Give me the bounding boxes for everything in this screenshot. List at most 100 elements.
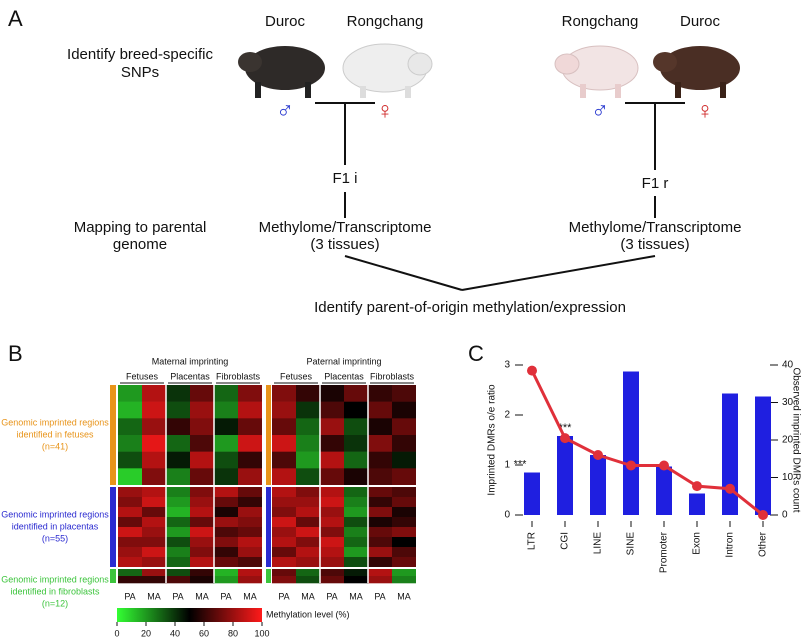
heatmap-cell [214,497,238,508]
heatmap-cell [392,487,416,498]
heatmap-cell [118,557,142,568]
heatmap-cell [320,547,344,558]
heatmap-cell [142,527,166,538]
heatmap-cell [118,507,142,518]
pig-rongchang [554,45,639,98]
heatmap-cell [214,576,238,584]
heatmap-cell [272,576,296,584]
heatmap-cell [320,468,344,486]
y-tick-label: 1 [504,460,510,471]
column-label: PA [374,591,385,601]
column-label: MA [349,591,363,601]
bar [755,396,771,515]
heatmap-cell [142,401,166,419]
heatmap-cell [166,569,190,577]
heatmap-cell [238,569,262,577]
heatmap-cell [272,451,296,469]
group-label: identified in fibroblasts [10,586,100,596]
column-label: MA [243,591,257,601]
column-label: PA [326,591,337,601]
heatmap-cell [166,468,190,486]
heatmap-cell [166,435,190,452]
tissue-text: Methylome/Transcriptome [259,219,432,236]
heatmap-cell [392,537,416,548]
line-point [626,460,636,471]
heatmap-cell [214,385,238,402]
heatmap-cell [190,487,214,498]
heatmap-cell [118,537,142,548]
heatmap-cell [190,507,214,518]
heatmap-cell [166,576,190,584]
heatmap-cell [214,418,238,436]
heatmap-cell [118,569,142,577]
f1-label: F1 i [332,170,357,187]
heatmap-cell [190,468,214,486]
group-bar [266,569,271,583]
heatmap-cell [118,385,142,402]
heatmap-cell [272,527,296,538]
tissue-label: Fetuses [126,371,159,381]
heatmap-cell [320,557,344,568]
tissue-text: (3 tissues) [620,236,689,253]
heatmap-cell [368,537,392,548]
heatmap-cell [392,547,416,558]
female-symbol: ♀ [696,97,714,124]
heatmap-cell [344,557,368,568]
column-label: MA [147,591,161,601]
step-text: Identify breed-specific [67,46,213,63]
colorbar-tick-label: 100 [254,628,269,638]
heatmap-cell [344,487,368,498]
heatmap-cell [344,401,368,419]
heatmap-cell [368,487,392,498]
heatmap-cell [214,537,238,548]
heatmap-cell [296,527,320,538]
group-label: Genomic imprinted regions [1,574,109,584]
heatmap-cell [296,451,320,469]
heatmap-cell [272,517,296,528]
colorbar-tick-label: 0 [114,628,119,638]
heatmap-cell [344,517,368,528]
heatmap-cell [368,468,392,486]
heatmap-cell [392,527,416,538]
heatmap-cell [272,385,296,402]
heatmap-cell [142,547,166,558]
heatmap-cell [190,537,214,548]
heatmap-cell [118,418,142,436]
heatmap-cell [166,401,190,419]
column-label: MA [397,591,411,601]
heatmap-cell [214,517,238,528]
heatmap-cell [344,507,368,518]
heatmap-cell [166,451,190,469]
group-bar [110,385,116,485]
column-label: PA [124,591,135,601]
bar [689,493,705,515]
heatmap-cell [320,527,344,538]
heatmap-cell [368,517,392,528]
x-tick-label: Promoter [659,531,670,573]
heatmap-cell [238,576,262,584]
line-point [659,460,669,471]
heatmap-cell [238,418,262,436]
heatmap-cell [296,385,320,402]
male-symbol: ♂ [591,97,609,124]
line [530,369,764,517]
heatmap-cell [392,557,416,568]
heatmap-cell [214,527,238,538]
x-tick-label: SINE [626,532,637,556]
panel-label: B [8,341,23,366]
group-label: identified in placentas [12,521,99,531]
heatmap-cell [272,401,296,419]
heatmap-cell [320,401,344,419]
y2-tick-label: 40 [782,360,794,371]
heatmap-cell [118,401,142,419]
heatmap-cell [272,468,296,486]
heatmap-cell [296,468,320,486]
heatmap-cell [166,385,190,402]
group-bar [110,569,116,583]
heatmap-cell [368,497,392,508]
y2-tick-label: 30 [782,397,794,408]
line-point [560,433,570,444]
colorbar [117,608,262,622]
heatmap-cell [238,451,262,469]
